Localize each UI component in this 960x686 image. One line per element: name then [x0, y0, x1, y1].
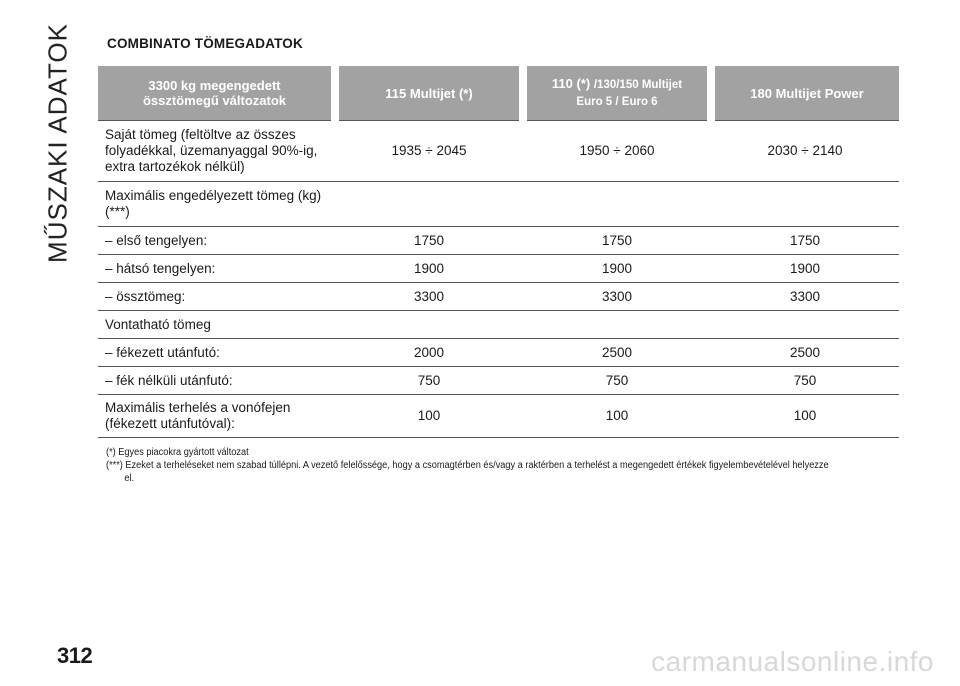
table-header-row: 3300 kg megengedett össztömegű változato… — [98, 66, 899, 121]
header-col2-line2: Euro 5 / Euro 6 — [576, 96, 658, 108]
cell-value: 1900 — [523, 254, 711, 283]
header-version-line2: össztömegű változatok — [142, 93, 287, 108]
cell-value: 1750 — [523, 226, 711, 255]
table-row: Vontatható tömeg — [98, 310, 899, 339]
table-row: – hátsó tengelyen: 1900 1900 1900 — [98, 254, 899, 283]
cell-value: 1935 ÷ 2045 — [335, 120, 523, 182]
cell-value: 100 — [523, 394, 711, 438]
table-row: Maximális terhelés a vonófejen (fékezett… — [98, 394, 899, 438]
header-col2-part2: /130/150 Multijet — [593, 79, 683, 91]
cell-value — [711, 310, 899, 339]
watermark: carmanualsonline.info — [651, 646, 934, 677]
cell-value: 1950 ÷ 2060 — [523, 120, 711, 182]
cell-value: 3300 — [335, 282, 523, 311]
cell-value: 100 — [711, 394, 899, 438]
cell-value: 750 — [523, 366, 711, 395]
side-section-title: MŰSZAKI ADATOK — [28, 23, 88, 263]
cell-value — [523, 310, 711, 339]
row-label: – össztömeg: — [98, 282, 335, 311]
header-col2-part1: 110 (*) — [551, 76, 591, 91]
cell-value — [335, 181, 523, 227]
cell-value — [335, 310, 523, 339]
header-110-130-150-multijet: 110 (*) /130/150 Multijet Euro 5 / Euro … — [519, 66, 711, 121]
footnote-triple-asterisk: (***) Ezeket a terheléseket nem szabad t… — [106, 460, 829, 484]
header-version-line1: 3300 kg megengedett — [148, 78, 281, 93]
cell-value: 750 — [335, 366, 523, 395]
row-label: – fékezett utánfutó: — [98, 338, 335, 367]
page-number: 312 — [57, 643, 93, 668]
table-row: – fékezett utánfutó: 2000 2500 2500 — [98, 338, 899, 367]
cell-value: 750 — [711, 366, 899, 395]
cell-value: 1900 — [711, 254, 899, 283]
footnote-single-asterisk: (*) Egyes piacokra gyártott változat — [106, 447, 249, 458]
cell-value: 2030 ÷ 2140 — [711, 120, 899, 182]
cell-value: 1750 — [711, 226, 899, 255]
cell-value — [523, 181, 711, 227]
row-label: – fék nélküli utánfutó: — [98, 366, 335, 395]
table-row: – össztömeg: 3300 3300 3300 — [98, 282, 899, 311]
footnotes: (*) Egyes piacokra gyártott változat (**… — [106, 446, 837, 485]
row-label: – hátsó tengelyen: — [98, 254, 335, 283]
section-title: COMBINATO TÖMEGADATOK — [107, 36, 303, 51]
cell-value: 100 — [335, 394, 523, 438]
cell-value: 2500 — [523, 338, 711, 367]
cell-value: 3300 — [523, 282, 711, 311]
row-label: Maximális engedélyezett tömeg (kg) (***) — [98, 181, 335, 227]
row-label: – első tengelyen: — [98, 226, 335, 255]
cell-value: 3300 — [711, 282, 899, 311]
cell-value: 1900 — [335, 254, 523, 283]
cell-value: 1750 — [335, 226, 523, 255]
header-version: 3300 kg megengedett össztömegű változato… — [98, 66, 335, 121]
header-180-multijet-power: 180 Multijet Power — [707, 66, 899, 121]
row-label: Saját tömeg (feltöltve az összes folyadé… — [98, 120, 335, 182]
table-row: Maximális engedélyezett tömeg (kg) (***) — [98, 181, 899, 227]
cell-value — [711, 181, 899, 227]
side-section-title-text: MŰSZAKI ADATOK — [42, 23, 73, 263]
table-row: Saját tömeg (feltöltve az összes folyadé… — [98, 120, 899, 182]
header-115-multijet: 115 Multijet (*) — [331, 66, 523, 121]
mass-data-table: 3300 kg megengedett össztömegű változato… — [98, 66, 899, 438]
table-row: – első tengelyen: 1750 1750 1750 — [98, 226, 899, 255]
table-row: – fék nélküli utánfutó: 750 750 750 — [98, 366, 899, 395]
row-label: Vontatható tömeg — [98, 310, 335, 339]
cell-value: 2000 — [335, 338, 523, 367]
row-label: Maximális terhelés a vonófejen (fékezett… — [98, 394, 335, 438]
cell-value: 2500 — [711, 338, 899, 367]
